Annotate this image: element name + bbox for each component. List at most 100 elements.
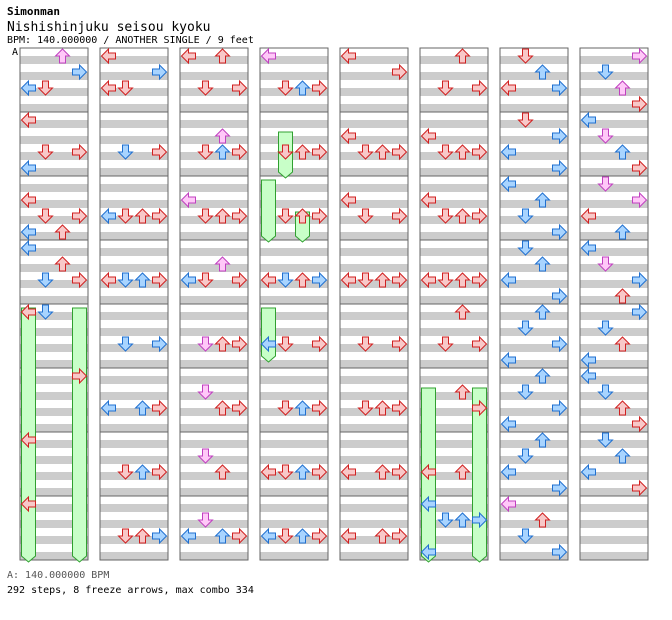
step-arrow-up xyxy=(374,400,391,416)
beat-stripe-dark xyxy=(20,264,88,272)
chart-column xyxy=(499,47,569,561)
beat-stripe-light xyxy=(180,208,248,216)
step-arrow-left xyxy=(580,207,596,225)
beat-stripe-light xyxy=(580,448,648,456)
beat-stripe-dark xyxy=(420,440,488,448)
beat-stripe-dark xyxy=(180,248,248,256)
beat-stripe-dark xyxy=(260,456,328,464)
beat-stripe-light xyxy=(180,352,248,360)
beat-stripe-light xyxy=(580,224,648,232)
beat-stripe-light xyxy=(420,288,488,296)
beat-stripe-light xyxy=(100,320,168,328)
step-arrow-down xyxy=(37,272,54,288)
freeze-arrow xyxy=(261,179,276,243)
beat-stripe-dark xyxy=(100,72,168,80)
beat-stripe-light xyxy=(420,384,488,392)
beat-stripe-light xyxy=(580,320,648,328)
beat-stripe-dark xyxy=(420,232,488,240)
step-arrow-right xyxy=(552,159,568,177)
step-arrow-right xyxy=(232,335,248,353)
step-arrow-left xyxy=(500,495,516,513)
step-arrow-up xyxy=(294,272,311,288)
beat-stripe-dark xyxy=(260,184,328,192)
beat-stripe-dark xyxy=(260,424,328,432)
beat-stripe-dark xyxy=(420,520,488,528)
beat-stripe-dark xyxy=(180,328,248,336)
beat-stripe-dark xyxy=(340,360,408,368)
beat-stripe-dark xyxy=(20,120,88,128)
step-arrow-left xyxy=(180,271,196,289)
step-arrow-right xyxy=(312,271,328,289)
beat-stripe-light xyxy=(260,512,328,520)
step-arrow-left xyxy=(500,175,516,193)
step-arrow-down xyxy=(517,240,534,256)
beat-stripe-light xyxy=(260,448,328,456)
step-arrow-right xyxy=(232,271,248,289)
step-arrow-left xyxy=(500,351,516,369)
step-arrow-up xyxy=(614,144,631,160)
beat-stripe-light xyxy=(580,240,648,248)
beat-stripe-dark xyxy=(420,248,488,256)
step-arrow-down xyxy=(357,336,374,352)
beat-stripe-light xyxy=(420,496,488,504)
beat-stripe-light xyxy=(260,272,328,280)
beat-stripe-light xyxy=(580,352,648,360)
step-arrow-up xyxy=(214,400,231,416)
step-arrow-down xyxy=(357,208,374,224)
beat-stripe-light xyxy=(260,96,328,104)
step-arrow-right xyxy=(552,335,568,353)
step-arrow-down xyxy=(517,48,534,64)
step-arrow-up xyxy=(454,304,471,320)
step-arrow-right xyxy=(312,399,328,417)
step-arrow-right xyxy=(152,271,168,289)
step-arrow-down xyxy=(277,336,294,352)
step-arrow-right xyxy=(152,399,168,417)
step-arrow-left xyxy=(340,463,356,481)
beat-stripe-dark xyxy=(500,520,568,528)
beat-stripe-dark xyxy=(180,456,248,464)
beat-stripe-light xyxy=(500,64,568,72)
beat-stripe-dark xyxy=(580,360,648,368)
step-arrow-left xyxy=(420,271,436,289)
beat-stripe-light xyxy=(580,192,648,200)
beat-stripe-dark xyxy=(100,392,168,400)
beat-stripe-dark xyxy=(500,472,568,480)
beat-stripe-dark xyxy=(260,280,328,288)
beat-stripe-light xyxy=(580,464,648,472)
beat-stripe-light xyxy=(340,256,408,264)
step-arrow-left xyxy=(340,127,356,145)
beat-stripe-light xyxy=(20,288,88,296)
beat-stripe-light xyxy=(260,176,328,184)
beat-stripe-dark xyxy=(260,360,328,368)
beat-stripe-dark xyxy=(420,200,488,208)
step-arrow-up xyxy=(534,368,551,384)
column-border xyxy=(579,47,649,561)
beat-stripe-dark xyxy=(580,152,648,160)
beat-stripe-dark xyxy=(260,264,328,272)
beat-stripe-light xyxy=(580,80,648,88)
beat-stripe-dark xyxy=(260,536,328,544)
beat-stripe-dark xyxy=(580,488,648,496)
beat-stripe-light xyxy=(100,96,168,104)
beat-stripe-light xyxy=(260,208,328,216)
beat-stripe-light xyxy=(180,336,248,344)
beat-stripe-dark xyxy=(20,472,88,480)
step-arrow-right xyxy=(72,207,88,225)
beat-stripe-dark xyxy=(100,376,168,384)
beat-stripe-light xyxy=(340,96,408,104)
step-arrow-down xyxy=(117,144,134,160)
step-arrow-up xyxy=(294,208,311,224)
beat-stripe-light xyxy=(500,512,568,520)
beat-stripe-dark xyxy=(180,504,248,512)
beat-stripe-light xyxy=(500,288,568,296)
step-arrow-left xyxy=(100,79,116,97)
step-arrow-right xyxy=(392,207,408,225)
beat-stripe-dark xyxy=(180,168,248,176)
step-arrow-right xyxy=(552,543,568,561)
beat-stripe-light xyxy=(580,160,648,168)
beat-stripe-dark xyxy=(500,136,568,144)
beat-stripe-dark xyxy=(500,328,568,336)
step-arrow-right xyxy=(552,127,568,145)
beat-stripe-light xyxy=(100,272,168,280)
beat-stripe-light xyxy=(260,368,328,376)
